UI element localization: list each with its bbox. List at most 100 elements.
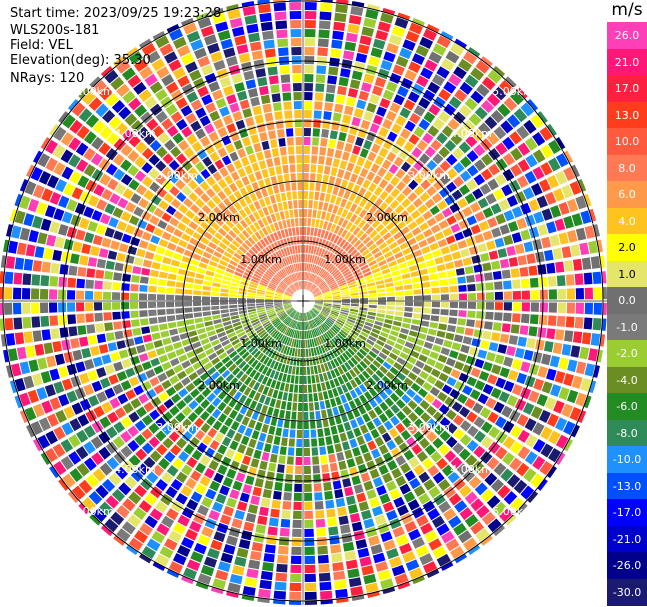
velocity-gate [440, 286, 449, 293]
velocity-gate [49, 221, 61, 234]
velocity-gate [160, 330, 170, 338]
velocity-gate [456, 463, 469, 476]
velocity-gate [394, 285, 404, 291]
velocity-gate [339, 354, 347, 363]
velocity-gate [353, 354, 362, 363]
velocity-gate [413, 160, 424, 171]
velocity-gate [362, 413, 371, 423]
velocity-gate [285, 266, 291, 275]
velocity-gate [190, 551, 204, 563]
velocity-gate [315, 337, 320, 346]
velocity-gate [368, 398, 378, 408]
velocity-gate [329, 213, 336, 223]
velocity-gate [208, 381, 218, 391]
velocity-gate [320, 590, 333, 600]
velocity-gate [377, 379, 387, 389]
velocity-gate [319, 325, 326, 333]
velocity-gate [245, 342, 254, 351]
velocity-gate [14, 257, 25, 270]
velocity-gate [295, 339, 299, 348]
velocity-gate [292, 191, 298, 200]
velocity-gate [70, 253, 80, 264]
velocity-gate [153, 207, 165, 218]
velocity-gate [326, 444, 335, 454]
velocity-gate [286, 374, 291, 383]
velocity-gate [167, 242, 177, 251]
velocity-gate [309, 330, 313, 339]
velocity-gate [269, 282, 277, 288]
velocity-gate [118, 349, 129, 359]
velocity-gate [128, 179, 140, 191]
velocity-gate [192, 215, 203, 225]
velocity-gate [432, 437, 444, 449]
velocity-gate [472, 188, 484, 200]
velocity-gate [320, 285, 329, 291]
colorbar-segment: -10.0 [607, 446, 647, 473]
velocity-gate [556, 315, 566, 327]
velocity-gate [319, 192, 326, 202]
velocity-gate [516, 87, 528, 99]
velocity-gate [449, 202, 461, 214]
velocity-gate [188, 221, 199, 231]
velocity-gate [219, 485, 230, 496]
velocity-gate [480, 451, 493, 464]
velocity-gate [234, 509, 246, 520]
velocity-gate [304, 92, 313, 101]
velocity-gate [471, 460, 485, 474]
velocity-gate [272, 277, 280, 284]
velocity-gate [349, 224, 357, 233]
velocity-gate [376, 284, 385, 289]
velocity-gate [365, 354, 375, 363]
velocity-gate [375, 223, 385, 233]
range-ring-label: 1.00km [240, 337, 282, 350]
velocity-gate [96, 367, 107, 378]
velocity-gate [270, 316, 278, 322]
velocity-gate [27, 198, 40, 213]
velocity-gate [293, 209, 299, 218]
velocity-gate [148, 317, 158, 325]
velocity-gate [400, 328, 410, 335]
velocity-gate [407, 167, 418, 178]
velocity-gate [175, 97, 188, 110]
velocity-gate [36, 201, 48, 216]
velocity-gate [19, 179, 29, 192]
velocity-gate [320, 284, 328, 290]
velocity-gate [162, 337, 172, 346]
velocity-gate [151, 58, 166, 72]
velocity-gate [354, 376, 362, 386]
velocity-gate [251, 430, 260, 440]
velocity-gate [163, 398, 175, 410]
velocity-gate [379, 190, 389, 201]
velocity-gate [313, 318, 319, 327]
velocity-gate [441, 464, 454, 477]
velocity-gate [275, 212, 281, 221]
velocity-gate [467, 293, 476, 300]
velocity-gate [132, 266, 142, 275]
velocity-gate [165, 81, 179, 94]
velocity-gate [221, 284, 230, 289]
velocity-gate [317, 228, 322, 238]
velocity-gate [419, 268, 429, 276]
velocity-gate [328, 526, 339, 536]
velocity-gate [262, 320, 271, 327]
velocity-gate [66, 199, 78, 212]
velocity-gate [283, 278, 290, 286]
velocity-gate [571, 424, 580, 438]
velocity-gate [466, 215, 478, 226]
velocity-gate [238, 287, 248, 292]
velocity-gate [454, 553, 468, 564]
velocity-gate [122, 498, 136, 512]
velocity-gate [160, 264, 170, 272]
velocity-gate [125, 254, 135, 264]
velocity-gate [22, 316, 32, 329]
velocity-gate [91, 209, 103, 222]
velocity-gate [553, 188, 565, 202]
velocity-gate [466, 179, 478, 191]
velocity-gate [170, 393, 182, 404]
velocity-gate [158, 200, 169, 211]
velocity-gate [242, 274, 251, 281]
velocity-gate [253, 243, 262, 252]
velocity-gate [555, 452, 566, 466]
velocity-gate [263, 273, 272, 280]
velocity-gate [178, 388, 189, 398]
